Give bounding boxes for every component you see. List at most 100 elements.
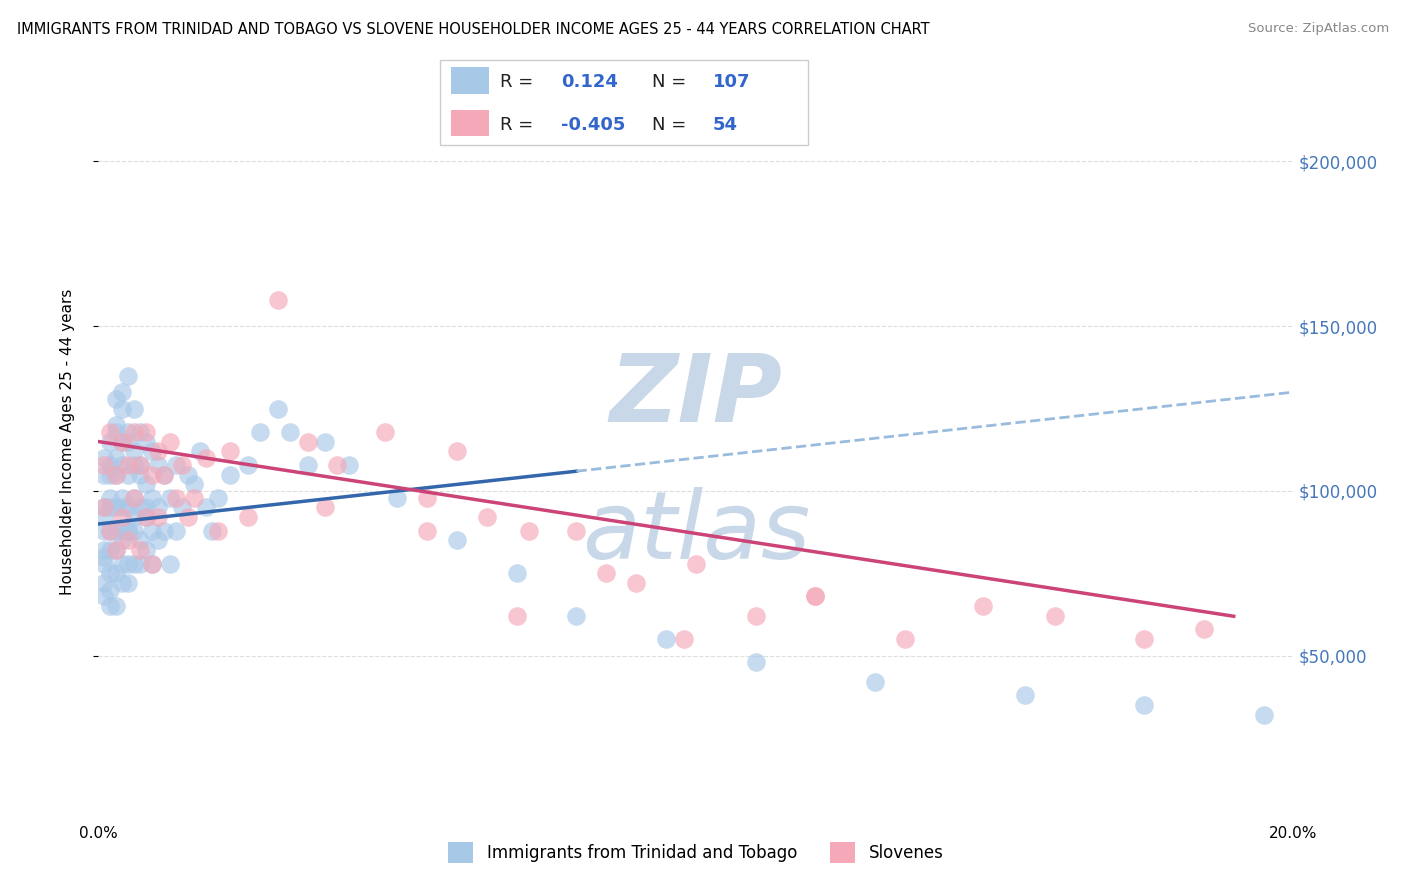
Point (117, 458, 139, 472)
Text: R =: R = (501, 116, 534, 134)
Point (315, 500, 337, 515)
Point (339, 458, 361, 472)
Point (117, 368, 139, 383)
Point (141, 444, 163, 458)
Point (595, 566, 617, 581)
Point (506, 566, 529, 581)
Point (804, 590, 827, 604)
Point (188, 444, 211, 458)
Point (98, 458, 122, 472)
Point (124, 510, 146, 524)
Point (105, 450, 128, 465)
Point (111, 385, 134, 400)
Point (98, 425, 122, 439)
Point (804, 590, 827, 604)
Point (111, 510, 134, 524)
Point (111, 458, 134, 472)
Point (111, 500, 134, 515)
Point (105, 500, 128, 515)
Point (267, 401, 290, 416)
Text: ZIP: ZIP (610, 350, 782, 442)
Point (117, 467, 139, 482)
Point (177, 510, 200, 524)
Point (416, 524, 439, 538)
Point (129, 543, 152, 558)
Point (141, 557, 163, 571)
Point (135, 477, 157, 491)
Text: N =: N = (652, 116, 686, 134)
Point (129, 500, 152, 515)
Point (1014, 689, 1036, 703)
Point (141, 467, 163, 482)
Point (93, 500, 115, 515)
Text: Source: ZipAtlas.com: Source: ZipAtlas.com (1249, 22, 1389, 36)
Text: 54: 54 (713, 116, 738, 134)
Point (135, 434, 157, 449)
Point (148, 458, 170, 472)
Point (148, 500, 170, 515)
Point (177, 467, 200, 482)
Point (105, 467, 128, 482)
Point (98, 524, 122, 538)
Point (105, 566, 128, 581)
Point (326, 458, 349, 472)
Point (105, 599, 128, 614)
Point (93, 557, 115, 571)
Point (745, 656, 768, 670)
Point (207, 491, 229, 505)
Point (506, 609, 529, 624)
Point (565, 524, 588, 538)
Point (117, 500, 139, 515)
FancyBboxPatch shape (440, 60, 808, 145)
Point (98, 500, 122, 515)
Point (236, 510, 259, 524)
Point (117, 576, 139, 591)
Point (105, 524, 128, 538)
Point (267, 293, 290, 307)
Point (183, 491, 205, 505)
Point (111, 434, 134, 449)
Text: 0.124: 0.124 (561, 73, 619, 91)
Point (93, 590, 115, 604)
Point (278, 425, 301, 439)
Point (517, 524, 540, 538)
Point (236, 458, 259, 472)
Point (141, 524, 163, 538)
Point (385, 491, 409, 505)
Point (98, 566, 122, 581)
Point (105, 425, 128, 439)
Point (159, 557, 181, 571)
Point (105, 543, 128, 558)
Point (98, 524, 122, 538)
Point (98, 599, 122, 614)
Point (93, 500, 115, 515)
Point (93, 543, 115, 558)
Point (129, 458, 152, 472)
Point (105, 467, 128, 482)
Point (111, 491, 134, 505)
Point (135, 500, 157, 515)
Point (98, 543, 122, 558)
Point (315, 434, 337, 449)
Point (124, 425, 146, 439)
Point (172, 500, 194, 515)
Point (148, 444, 170, 458)
Point (98, 491, 122, 505)
Point (129, 533, 152, 548)
Point (148, 533, 170, 548)
Point (159, 434, 181, 449)
Point (93, 458, 115, 472)
Point (111, 576, 134, 591)
Point (124, 458, 146, 472)
Point (297, 434, 319, 449)
Point (165, 524, 187, 538)
Point (93, 576, 115, 591)
Point (141, 557, 163, 571)
Point (105, 543, 128, 558)
Point (172, 458, 194, 472)
Point (1133, 632, 1156, 647)
Point (207, 524, 229, 538)
Point (745, 609, 768, 624)
FancyBboxPatch shape (451, 110, 489, 136)
Point (153, 467, 176, 482)
